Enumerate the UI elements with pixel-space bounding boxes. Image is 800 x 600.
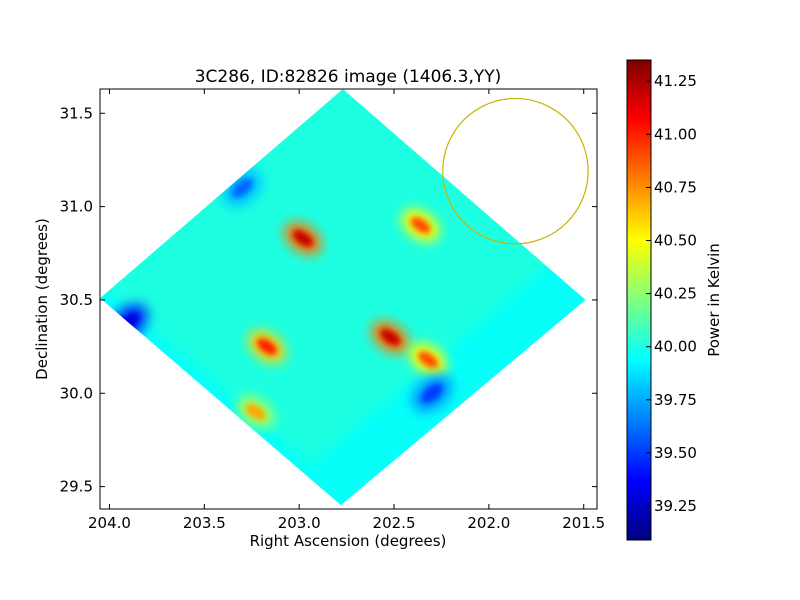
colorbar-ticks: 39.25 39.50 39.75 40.00 40.25 40.50 40.75 41.00…	[646, 72, 697, 515]
heat-hotspot-core	[245, 403, 266, 421]
x-tick-label: 202.5	[373, 514, 416, 532]
colorbar-tick-label: 39.50	[654, 444, 697, 462]
y-axis-ticks: 29.5 30.0 30.5 31.0 31.5	[60, 104, 597, 496]
y-tick-label: 31.0	[60, 198, 93, 216]
x-axis-ticks: 204.0 203.5 203.0 202.5 202.0 201.5	[88, 89, 605, 532]
chart-title: 3C286, ID:82826 image (1406.3,YY)	[195, 67, 502, 87]
colorbar-tick-label: 40.00	[654, 338, 697, 356]
x-axis-label: Right Ascension (degrees)	[250, 532, 447, 550]
colorbar-tick-label: 41.00	[654, 125, 697, 143]
colorbar-tick-label: 40.50	[654, 232, 697, 250]
x-tick-label: 202.0	[467, 514, 510, 532]
colorbar-tick-label: 39.75	[654, 391, 697, 409]
axes-frame	[99, 88, 598, 510]
y-tick-label: 29.5	[60, 478, 93, 496]
x-tick-label: 203.0	[278, 514, 321, 532]
colorbar-tick-label: 40.75	[654, 178, 697, 196]
colorbar-label: Power in Kelvin	[705, 243, 723, 357]
colorbar-tick-label: 40.25	[654, 285, 697, 303]
region-circle	[442, 97, 589, 245]
x-tick-label: 201.5	[562, 514, 605, 532]
heat-hotspot-core	[380, 329, 401, 346]
heat-hotspot-core	[418, 351, 439, 368]
heat-hotspot-core	[292, 230, 313, 247]
colorbar-tick-label: 41.25	[654, 72, 697, 90]
heat-hotspot-core	[256, 338, 277, 355]
heat-coldspot-core	[459, 454, 481, 474]
plot-area	[100, 89, 589, 506]
x-tick-label: 203.5	[183, 514, 226, 532]
y-tick-label: 30.5	[60, 291, 93, 309]
colorbar-tick-label: 39.25	[654, 497, 697, 515]
y-tick-label: 31.5	[60, 104, 93, 122]
heat-coldspot-core	[231, 178, 253, 198]
x-tick-label: 204.0	[88, 514, 131, 532]
heatmap-tint	[100, 89, 556, 466]
y-tick-label: 30.0	[60, 384, 93, 402]
heat-hotspot-core	[410, 217, 431, 234]
heat-coldspot-core	[421, 383, 443, 403]
y-axis-label: Declination (degrees)	[33, 218, 51, 380]
heatmap-image	[100, 89, 586, 506]
heat-coldspot	[449, 445, 490, 483]
colorbar: 39.25 39.50 39.75 40.00 40.25 40.50 40.75 41.00…	[626, 59, 723, 541]
colorbar-gradient	[626, 59, 652, 541]
